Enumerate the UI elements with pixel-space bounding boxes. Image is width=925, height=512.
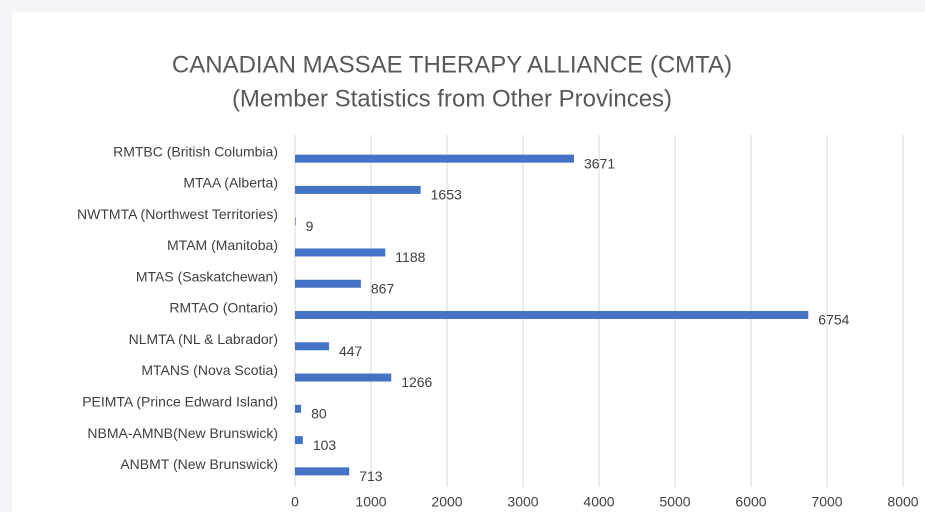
bar bbox=[295, 248, 386, 257]
bar bbox=[295, 279, 361, 288]
x-tick-label: 1000 bbox=[355, 494, 386, 510]
x-tick-label: 8000 bbox=[887, 494, 918, 510]
x-tick-label: 5000 bbox=[659, 494, 690, 510]
y-tick-label: PEIMTA (Prince Edward Island) bbox=[82, 394, 278, 410]
bar bbox=[295, 217, 296, 226]
data-label: 9 bbox=[306, 218, 314, 234]
data-label: 867 bbox=[371, 280, 395, 296]
data-label: 1266 bbox=[401, 374, 432, 390]
data-label: 1188 bbox=[395, 249, 425, 265]
bar bbox=[295, 467, 350, 476]
chart-subtitle: (Member Statistics from Other Provinces) bbox=[232, 85, 672, 112]
y-tick-label: RMTBC (British Columbia) bbox=[113, 143, 278, 159]
data-label: 3671 bbox=[584, 155, 615, 171]
y-tick-label: ANBMT (New Brunswick) bbox=[120, 456, 278, 472]
x-tick-label: 2000 bbox=[431, 494, 462, 510]
bar bbox=[295, 342, 329, 351]
data-label: 103 bbox=[313, 437, 337, 453]
y-tick-label: MTAM (Manitoba) bbox=[167, 237, 278, 253]
x-tick-label: 4000 bbox=[583, 494, 614, 510]
y-tick-label: NWTMTA (Northwest Territories) bbox=[77, 206, 278, 222]
bar bbox=[295, 154, 574, 163]
bar bbox=[295, 404, 302, 413]
y-tick-label: MTANS (Nova Scotia) bbox=[141, 362, 278, 378]
data-label: 1653 bbox=[431, 187, 462, 203]
chart-title: CANADIAN MASSAE THERAPY ALLIANCE (CMTA) bbox=[172, 51, 732, 78]
x-tick-label: 7000 bbox=[811, 494, 842, 510]
y-tick-label: RMTAO (Ontario) bbox=[169, 300, 278, 316]
bar bbox=[295, 436, 303, 445]
x-tick-label: 3000 bbox=[507, 494, 538, 510]
data-label: 713 bbox=[359, 468, 383, 484]
data-label: 447 bbox=[339, 343, 363, 359]
data-label: 6754 bbox=[818, 312, 849, 328]
y-tick-label: MTAA (Alberta) bbox=[183, 175, 278, 191]
y-tick-label: NLMTA (NL & Labrador) bbox=[129, 331, 278, 347]
x-tick-label: 0 bbox=[291, 494, 299, 510]
x-tick-label: 6000 bbox=[735, 494, 766, 510]
bar bbox=[295, 185, 421, 194]
y-tick-label: MTAS (Saskatchewan) bbox=[136, 268, 278, 284]
y-tick-label: NBMA-AMNB(New Brunswick) bbox=[87, 425, 278, 441]
data-label: 80 bbox=[311, 406, 327, 422]
bar bbox=[295, 373, 392, 382]
bar bbox=[295, 311, 809, 319]
chart-background bbox=[12, 12, 925, 512]
